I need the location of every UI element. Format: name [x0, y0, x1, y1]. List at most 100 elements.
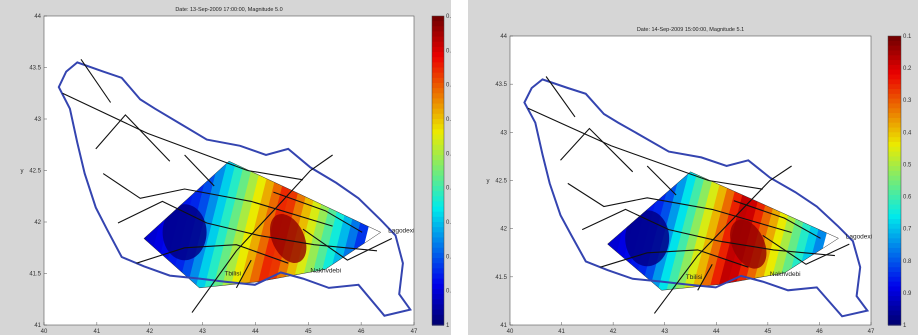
colorbar-segment-right	[888, 214, 901, 220]
x-tick-label-right: 46	[816, 329, 823, 335]
colorbar-segment-left	[432, 268, 444, 275]
colorbar-segment-right	[888, 223, 901, 230]
x-tick-label-left: 43	[199, 329, 206, 335]
y-tick-label-left: 44	[34, 14, 41, 20]
x-tick-label-left: 45	[305, 329, 312, 335]
colorbar-segment-right	[888, 194, 901, 201]
colorbar-segment-left	[432, 93, 444, 99]
contour-band-right	[699, 171, 745, 291]
colorbar-segment-right	[888, 132, 901, 138]
colorbar-segment-left	[432, 196, 444, 202]
colorbar-tick-label-right: 0.4	[903, 130, 912, 136]
colorbar-segment-left	[432, 314, 444, 321]
x-tick-label-right: 41	[558, 329, 565, 335]
colorbar-segment-left	[432, 41, 444, 48]
colorbar-segment-right	[888, 281, 901, 288]
colorbar-segment-right	[888, 55, 901, 61]
colorbar-tick-label-left: 0.1	[446, 14, 451, 20]
colorbar-segment-left	[432, 124, 444, 130]
colorbar-segment-left	[432, 232, 444, 239]
colorbar-segment-right	[888, 199, 901, 206]
x-tick-label-right: 47	[868, 329, 875, 335]
colorbar-segment-left	[432, 216, 444, 223]
fault-line-left	[235, 259, 252, 289]
colorbar-tick-label-right: 0.9	[903, 291, 912, 297]
colorbar-tick-label-left: 0.6	[446, 186, 451, 192]
y-tick-label-left: 41.5	[29, 272, 41, 278]
colorbar-segment-left	[432, 175, 444, 182]
country-border-right	[523, 78, 870, 318]
colorbar-tick-label-left: 0.4	[446, 117, 451, 123]
colorbar-segment-left	[432, 247, 444, 254]
contour-band-left	[211, 161, 259, 288]
colorbar-segment-right	[888, 50, 901, 56]
colorbar-segment-right	[888, 108, 901, 114]
colorbar-tick-label-left: 0.5	[446, 151, 451, 157]
place-label-left: Tbilisi	[224, 271, 241, 278]
colorbar-segment-right	[888, 84, 901, 90]
country-border-left	[57, 61, 412, 317]
colorbar-segment-left	[432, 242, 444, 249]
colorbar-segment-right	[888, 300, 901, 307]
colorbar-tick-label-right: 0.6	[903, 195, 912, 201]
y-tick-label-right: 42	[500, 227, 507, 233]
fault-line-left	[302, 228, 393, 261]
fault-line-right	[600, 249, 749, 268]
colorbar-tick-label-left: 0.7	[446, 220, 451, 226]
y-axis-symbol-left: y	[21, 169, 24, 175]
colorbar-segment-left	[432, 88, 444, 94]
x-tick-label-left: 41	[94, 329, 101, 335]
contour-band-right	[690, 171, 736, 291]
colorbar-segment-right	[888, 64, 901, 71]
contour-band-right	[673, 171, 719, 291]
contour-band-left	[237, 161, 285, 288]
fault-line-right	[762, 234, 850, 265]
colorbar-segment-left	[432, 201, 444, 208]
fault-line-right	[653, 165, 792, 314]
colorbar-segment-right	[888, 209, 901, 215]
colorbar-segment-left	[432, 119, 444, 125]
x-tick-label-right: 43	[661, 329, 668, 335]
y-tick-label-right: 41.5	[495, 275, 507, 281]
y-tick-label-right: 42.5	[495, 179, 507, 185]
fault-line-right	[567, 182, 792, 234]
colorbar-segment-right	[888, 238, 901, 244]
colorbar-segment-right	[888, 36, 901, 42]
colorbar-tick-label-right: 0.8	[903, 259, 912, 265]
colorbar-segment-right	[888, 296, 901, 302]
colorbar-tick-label-right: 0.5	[903, 162, 912, 168]
colorbar-segment-left	[432, 57, 444, 63]
colorbar-segment-right	[888, 180, 901, 186]
colorbar-segment-right	[888, 151, 901, 158]
colorbar-segment-right	[888, 40, 901, 47]
colorbar-segment-right	[888, 113, 901, 119]
colorbar-segment-right	[888, 243, 901, 249]
x-tick-label-right: 45	[765, 329, 772, 335]
colorbar-segment-left	[432, 273, 444, 280]
colorbar-tick-label-right: 0.3	[903, 98, 912, 104]
colorbar-tick-label-left: 1	[446, 323, 450, 329]
colorbar-segment-right	[888, 185, 901, 191]
chart-right-svg: Date: 14-Sep-2009 15:00:00, Magnitude 5.…	[487, 27, 913, 335]
place-label-left: Nakhvdebi	[310, 267, 341, 274]
colorbar-segment-left	[432, 108, 444, 115]
x-tick-label-left: 47	[411, 329, 418, 335]
colorbar-segment-left	[432, 263, 444, 269]
colorbar-segment-right	[888, 93, 901, 100]
colorbar-segment-right	[888, 117, 901, 124]
colorbar-segment-right	[888, 276, 901, 283]
colorbar-segment-right	[888, 252, 901, 259]
colorbar-segment-right	[888, 247, 901, 254]
colorbar-segment-left	[432, 180, 444, 187]
colorbar-segment-right	[888, 291, 901, 297]
colorbar-segment-left	[432, 283, 444, 290]
colorbar-segment-left	[432, 82, 444, 89]
fault-line-left	[184, 154, 215, 187]
colorbar-segment-left	[432, 304, 444, 311]
colorbar-segment-left	[432, 26, 444, 33]
fault-line-left	[191, 154, 333, 313]
colorbar-segment-left	[432, 72, 444, 79]
colorbar-segment-right	[888, 127, 901, 133]
y-tick-label-left: 43.5	[29, 66, 41, 72]
chart-left-svg: Date: 13-Sep-2009 17:00:00, Magnitude 5.…	[21, 7, 452, 335]
